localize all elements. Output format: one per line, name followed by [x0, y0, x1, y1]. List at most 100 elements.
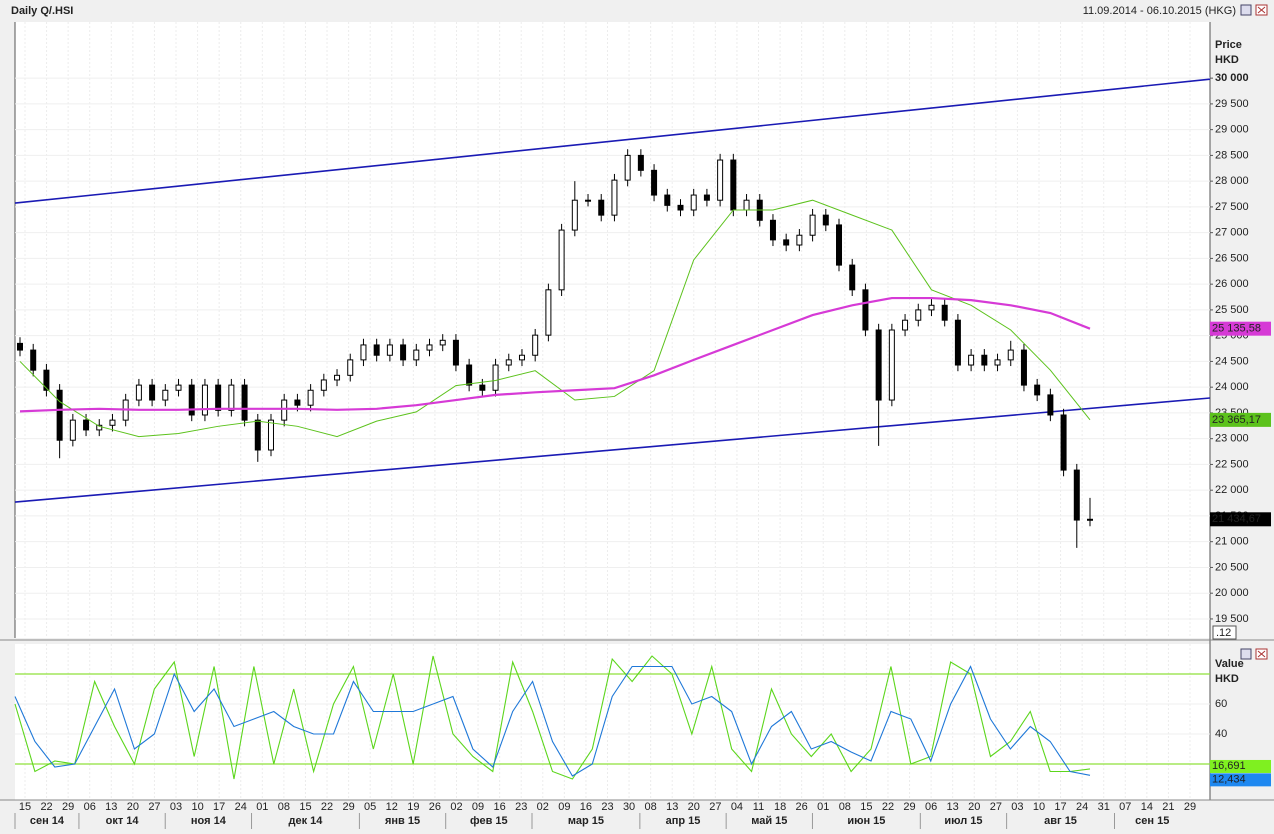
x-tick-label: 29	[1184, 801, 1196, 813]
y-axis-label: Price	[1215, 39, 1242, 51]
candle-body	[426, 344, 433, 351]
candle-body	[320, 379, 327, 391]
month-label: сен 14	[30, 815, 65, 827]
candle-body	[1020, 349, 1027, 386]
candle-body	[1047, 394, 1054, 416]
x-tick-label: 20	[127, 801, 139, 813]
candle-body	[215, 384, 222, 411]
x-tick-label: 23	[601, 801, 613, 813]
x-tick-label: 31	[1098, 801, 1110, 813]
value-label: 23 365,17	[1212, 414, 1261, 426]
close-icon	[1257, 6, 1266, 14]
candle-body	[188, 384, 195, 416]
candle-body	[162, 389, 169, 401]
y-tick-label: 30 000	[1215, 72, 1249, 84]
osc-line	[14, 655, 1091, 780]
candle-body	[201, 384, 208, 416]
restore-button[interactable]	[1240, 648, 1252, 660]
month-label: ноя 14	[191, 815, 227, 827]
osc-axis-label: Value	[1215, 658, 1244, 670]
channel-line	[14, 78, 1211, 204]
candle-body	[651, 169, 658, 196]
value-box	[1210, 321, 1271, 336]
y-axis-unit: HKD	[1215, 54, 1239, 66]
x-tick-label: 12	[386, 801, 398, 813]
restore-button[interactable]	[1240, 4, 1252, 16]
candle-body	[43, 369, 50, 391]
candle-body	[518, 354, 525, 361]
x-tick-label: 13	[947, 801, 959, 813]
x-tick-label: 27	[148, 801, 160, 813]
x-tick-label: 08	[839, 801, 851, 813]
osc-line	[14, 665, 1091, 777]
y-tick-label: 27 500	[1215, 201, 1249, 213]
candle-body	[532, 334, 539, 356]
month-label: фев 15	[470, 815, 508, 827]
candle-body	[386, 344, 393, 356]
month-label: янв 15	[385, 815, 420, 827]
y-tick-label: 23 000	[1215, 433, 1249, 445]
x-tick-label: 14	[1141, 801, 1153, 813]
candle-body	[241, 384, 248, 421]
x-tick-label: 27	[709, 801, 721, 813]
x-tick-label: 10	[191, 801, 203, 813]
candle-body	[809, 214, 816, 236]
x-tick-label: 08	[278, 801, 290, 813]
x-tick-label: 03	[1011, 801, 1023, 813]
x-tick-label: 29	[342, 801, 354, 813]
candle-body	[307, 389, 314, 406]
x-tick-label: 13	[105, 801, 117, 813]
y-tick-label: 24 000	[1215, 381, 1249, 393]
value-label: 25 135,58	[1212, 323, 1261, 335]
y-tick-label: 27 000	[1215, 227, 1249, 239]
x-tick-label: 02	[537, 801, 549, 813]
candle-body	[360, 344, 367, 361]
x-tick-label: 24	[235, 801, 247, 813]
corner-label: .12	[1216, 627, 1231, 639]
candle-body	[981, 354, 988, 366]
price-pane	[15, 22, 1210, 638]
y-tick-label: 20 000	[1215, 587, 1249, 599]
x-tick-label: 15	[860, 801, 872, 813]
y-tick-label: 19 500	[1215, 613, 1249, 625]
x-tick-label: 22	[882, 801, 894, 813]
candle-body	[703, 194, 710, 201]
x-tick-label: 23	[515, 801, 527, 813]
candle-body	[637, 154, 644, 171]
candle-body	[862, 289, 869, 331]
candle-body	[466, 364, 473, 386]
x-tick-label: 29	[903, 801, 915, 813]
candle-body	[439, 339, 446, 346]
corner-box	[1212, 625, 1237, 640]
month-label: окт 14	[106, 815, 140, 827]
candle-body	[585, 199, 592, 202]
candle-body	[479, 384, 486, 391]
candle-body	[347, 359, 354, 376]
candle-body	[96, 424, 103, 431]
x-tick-label: 21	[1162, 801, 1174, 813]
x-tick-label: 02	[450, 801, 462, 813]
y-tick-label: 29 500	[1215, 98, 1249, 110]
value-box	[1210, 759, 1271, 773]
x-tick-label: 16	[580, 801, 592, 813]
y-tick-label: 28 000	[1215, 175, 1249, 187]
y-tick-label: 40	[1215, 728, 1227, 740]
line	[19, 199, 1091, 438]
candle-body	[400, 344, 407, 361]
month-label: сен 15	[1135, 815, 1169, 827]
x-tick-label: 15	[299, 801, 311, 813]
candle-body	[135, 384, 142, 401]
candle-body	[452, 339, 459, 366]
candle-body	[334, 374, 341, 381]
candle-body	[69, 419, 76, 441]
candle-body	[1087, 518, 1093, 521]
candle-body	[928, 304, 935, 311]
candle-body	[109, 419, 116, 426]
y-tick-label: 26 000	[1215, 278, 1249, 290]
x-tick-label: 10	[1033, 801, 1045, 813]
month-label: май 15	[751, 815, 787, 827]
candle-body	[624, 154, 631, 181]
candle-body	[175, 384, 182, 391]
candle-body	[783, 239, 790, 246]
